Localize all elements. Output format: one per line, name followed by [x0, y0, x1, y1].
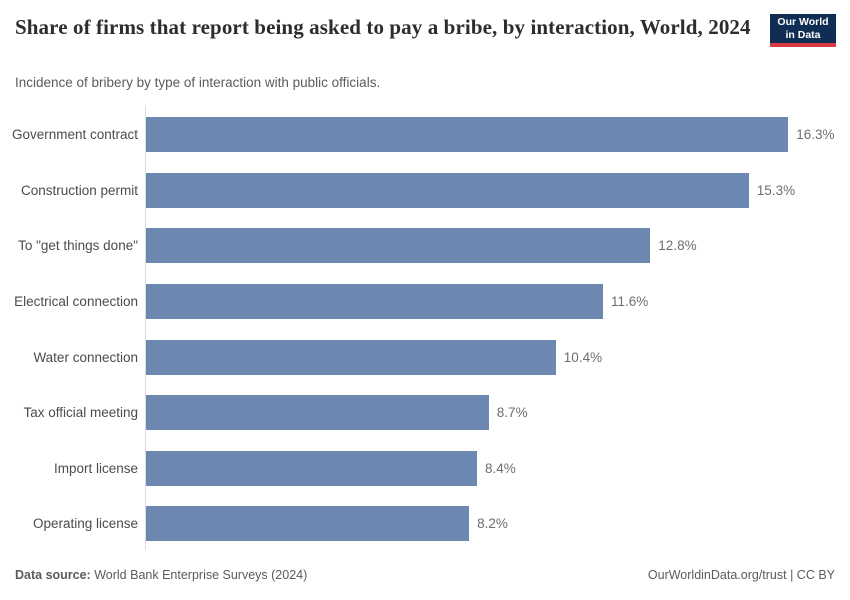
- bar-row: To "get things done" 12.8%: [0, 218, 850, 274]
- category-label: Import license: [53, 460, 138, 476]
- category-label: Operating license: [32, 516, 138, 532]
- bar-rows: Government contract 16.3% Construction per…: [0, 107, 850, 552]
- bar[interactable]: [146, 172, 749, 208]
- category-label: Tax official meeting: [23, 405, 138, 421]
- value-label: 15.3%: [756, 182, 796, 198]
- owid-logo-line2: in Data: [785, 28, 821, 41]
- value-label: 16.3%: [796, 127, 835, 143]
- chart-footer: Data source: World Bank Enterprise Surve…: [15, 568, 835, 582]
- bar-row: Government contract 16.3%: [0, 107, 850, 163]
- bar[interactable]: [146, 284, 603, 320]
- bar-track: 11.6%: [146, 284, 850, 320]
- category-label: Water connection: [33, 349, 138, 365]
- y-axis-line: [145, 105, 146, 550]
- bar-track: 15.3%: [146, 172, 850, 208]
- bar-track: 8.2%: [146, 506, 850, 542]
- bar-chart: Government contract 16.3% Construction per…: [0, 105, 850, 550]
- bar[interactable]: [146, 506, 470, 542]
- bar-row: Electrical connection 11.6%: [0, 274, 850, 330]
- data-source-value: World Bank Enterprise Surveys (2024): [94, 568, 308, 582]
- bar-row: Operating license 8.2%: [0, 496, 850, 552]
- value-label: 8.7%: [496, 405, 528, 421]
- category-label: Construction permit: [20, 182, 138, 198]
- bar-track: 10.4%: [146, 339, 850, 375]
- bar[interactable]: [146, 117, 789, 153]
- attribution-link[interactable]: OurWorldinData.org/trust | CC BY: [647, 568, 835, 582]
- owid-logo-line1: Our World: [777, 16, 829, 28]
- chart-subtitle: Incidence of bribery by type of interact…: [15, 75, 381, 90]
- category-label: Government contract: [11, 127, 138, 143]
- category-label: To "get things done": [18, 238, 138, 254]
- bar-track: 16.3%: [146, 117, 850, 153]
- bar[interactable]: [146, 395, 489, 431]
- category-label: Electrical connection: [14, 294, 138, 310]
- bar[interactable]: [146, 450, 477, 486]
- value-label: 8.2%: [477, 516, 508, 532]
- value-label: 8.4%: [485, 460, 516, 476]
- bar-row: Construction permit 15.3%: [0, 163, 850, 219]
- data-source-label: Data source:: [15, 568, 91, 582]
- value-label: 12.8%: [658, 238, 697, 254]
- chart-title: Share of firms that report being asked t…: [15, 15, 751, 39]
- bar-track: 8.4%: [146, 450, 850, 486]
- bar[interactable]: [146, 228, 651, 264]
- bar-track: 12.8%: [146, 228, 850, 264]
- bar-track: 8.7%: [146, 395, 850, 431]
- data-source: Data source: World Bank Enterprise Surve…: [15, 568, 307, 582]
- value-label: 11.6%: [611, 294, 649, 310]
- bar[interactable]: [146, 339, 556, 375]
- owid-logo: Our World in Data: [770, 14, 836, 47]
- value-label: 10.4%: [563, 349, 603, 365]
- bar-row: Import license 8.4%: [0, 441, 850, 497]
- bar-row: Water connection 10.4%: [0, 329, 850, 385]
- bar-row: Tax official meeting 8.7%: [0, 385, 850, 441]
